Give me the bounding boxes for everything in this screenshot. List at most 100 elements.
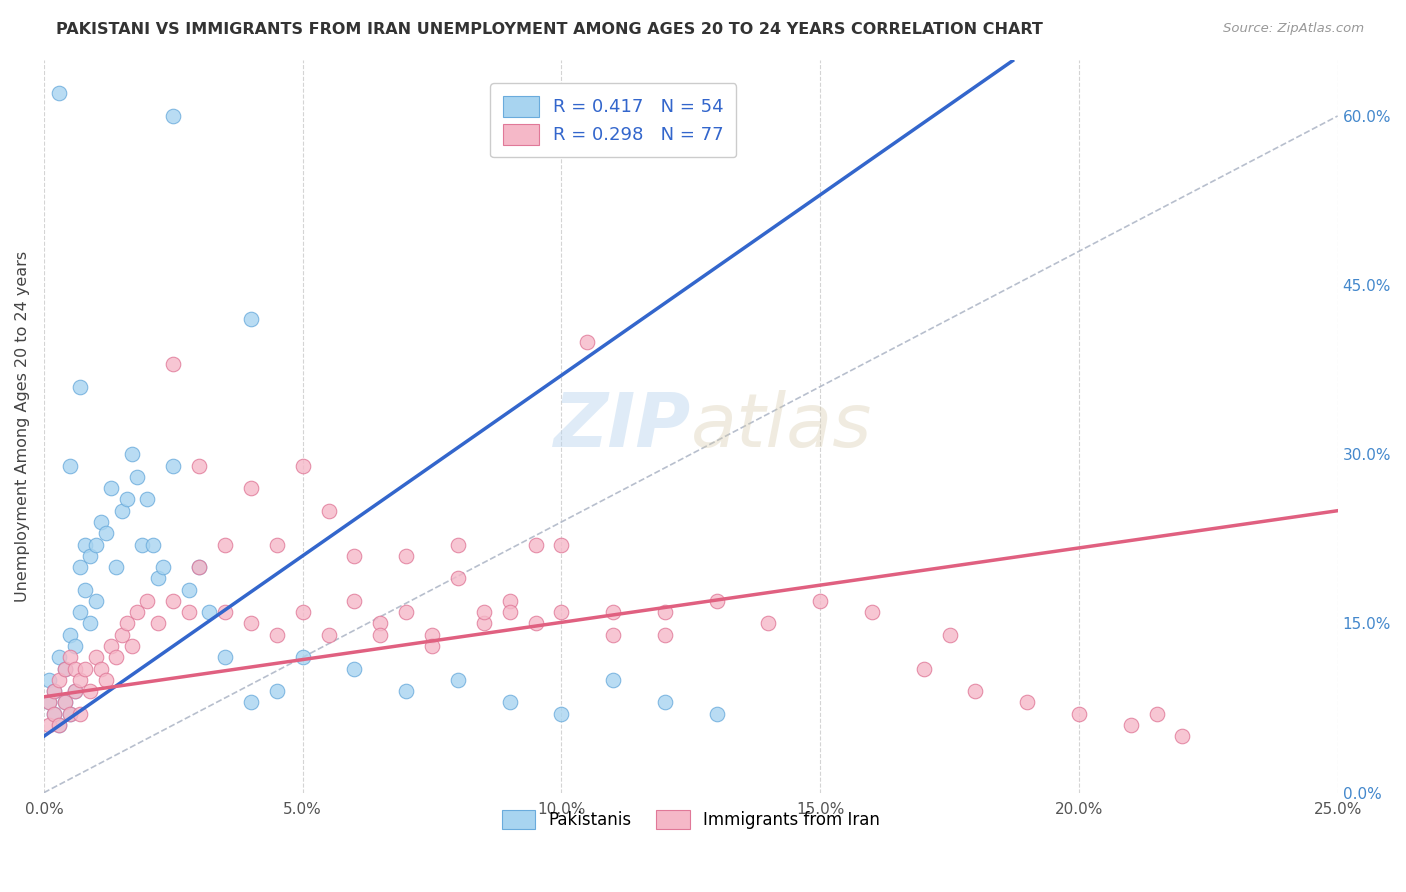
- Point: [162, 458, 184, 473]
- Point: [239, 616, 262, 631]
- Point: [44, 706, 66, 721]
- Point: [136, 492, 159, 507]
- Point: [188, 560, 211, 574]
- Point: [602, 673, 624, 687]
- Point: [79, 549, 101, 563]
- Point: [239, 312, 262, 326]
- Point: [938, 628, 960, 642]
- Point: [266, 628, 288, 642]
- Point: [550, 605, 572, 619]
- Point: [48, 650, 70, 665]
- Point: [79, 684, 101, 698]
- Point: [90, 662, 112, 676]
- Point: [63, 684, 86, 698]
- Point: [115, 492, 138, 507]
- Point: [188, 560, 211, 574]
- Point: [142, 537, 165, 551]
- Point: [44, 684, 66, 698]
- Point: [53, 695, 76, 709]
- Point: [395, 605, 418, 619]
- Point: [1017, 695, 1039, 709]
- Point: [1119, 718, 1142, 732]
- Point: [706, 594, 728, 608]
- Point: [75, 537, 97, 551]
- Point: [472, 605, 495, 619]
- Point: [498, 594, 520, 608]
- Point: [69, 706, 91, 721]
- Point: [808, 594, 831, 608]
- Point: [654, 628, 676, 642]
- Point: [447, 571, 470, 585]
- Point: [48, 87, 70, 101]
- Point: [162, 109, 184, 123]
- Point: [654, 695, 676, 709]
- Point: [266, 537, 288, 551]
- Point: [395, 549, 418, 563]
- Point: [214, 605, 236, 619]
- Point: [343, 662, 366, 676]
- Point: [53, 662, 76, 676]
- Point: [38, 695, 60, 709]
- Point: [177, 605, 200, 619]
- Point: [69, 379, 91, 393]
- Text: ZIP: ZIP: [554, 390, 690, 463]
- Point: [125, 470, 148, 484]
- Point: [343, 594, 366, 608]
- Point: [75, 662, 97, 676]
- Point: [291, 458, 314, 473]
- Point: [131, 537, 153, 551]
- Point: [758, 616, 780, 631]
- Point: [654, 605, 676, 619]
- Point: [146, 616, 169, 631]
- Y-axis label: Unemployment Among Ages 20 to 24 years: Unemployment Among Ages 20 to 24 years: [15, 251, 30, 602]
- Point: [115, 616, 138, 631]
- Point: [162, 357, 184, 371]
- Point: [59, 628, 82, 642]
- Point: [291, 650, 314, 665]
- Point: [69, 673, 91, 687]
- Point: [100, 481, 122, 495]
- Point: [266, 684, 288, 698]
- Point: [498, 695, 520, 709]
- Point: [420, 628, 443, 642]
- Point: [94, 673, 117, 687]
- Point: [860, 605, 883, 619]
- Point: [291, 605, 314, 619]
- Point: [48, 718, 70, 732]
- Point: [368, 616, 391, 631]
- Point: [121, 447, 143, 461]
- Point: [90, 515, 112, 529]
- Point: [1146, 706, 1168, 721]
- Text: PAKISTANI VS IMMIGRANTS FROM IRAN UNEMPLOYMENT AMONG AGES 20 TO 24 YEARS CORRELA: PAKISTANI VS IMMIGRANTS FROM IRAN UNEMPL…: [56, 22, 1043, 37]
- Point: [188, 458, 211, 473]
- Legend: Pakistanis, Immigrants from Iran: Pakistanis, Immigrants from Iran: [495, 803, 887, 836]
- Point: [162, 594, 184, 608]
- Point: [965, 684, 987, 698]
- Point: [38, 718, 60, 732]
- Point: [146, 571, 169, 585]
- Point: [105, 560, 128, 574]
- Point: [395, 684, 418, 698]
- Point: [125, 605, 148, 619]
- Point: [177, 582, 200, 597]
- Point: [1067, 706, 1090, 721]
- Text: Source: ZipAtlas.com: Source: ZipAtlas.com: [1223, 22, 1364, 36]
- Point: [447, 673, 470, 687]
- Point: [1171, 729, 1194, 743]
- Point: [121, 639, 143, 653]
- Point: [84, 650, 107, 665]
- Point: [602, 605, 624, 619]
- Point: [69, 560, 91, 574]
- Point: [53, 662, 76, 676]
- Point: [198, 605, 221, 619]
- Point: [84, 594, 107, 608]
- Point: [912, 662, 935, 676]
- Point: [472, 616, 495, 631]
- Point: [44, 684, 66, 698]
- Point: [59, 650, 82, 665]
- Point: [44, 706, 66, 721]
- Point: [524, 616, 547, 631]
- Point: [368, 628, 391, 642]
- Text: atlas: atlas: [690, 390, 872, 462]
- Legend: R = 0.417   N = 54, R = 0.298   N = 77: R = 0.417 N = 54, R = 0.298 N = 77: [489, 83, 737, 158]
